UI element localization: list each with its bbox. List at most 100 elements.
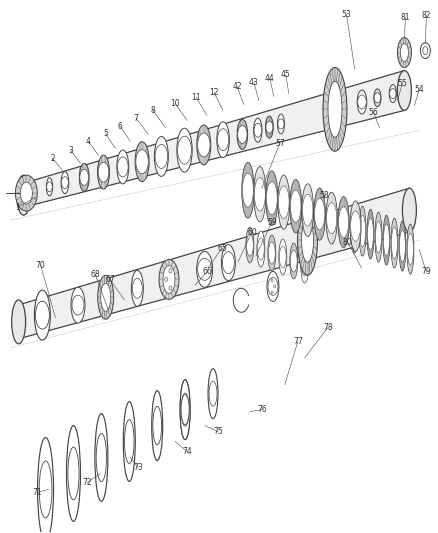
Ellipse shape bbox=[390, 88, 396, 99]
Ellipse shape bbox=[67, 425, 81, 521]
Ellipse shape bbox=[420, 43, 430, 59]
Ellipse shape bbox=[267, 271, 279, 301]
Ellipse shape bbox=[389, 85, 396, 102]
Text: 75: 75 bbox=[213, 427, 223, 436]
Ellipse shape bbox=[197, 125, 211, 165]
Ellipse shape bbox=[169, 269, 172, 273]
Ellipse shape bbox=[153, 406, 162, 445]
Ellipse shape bbox=[35, 301, 49, 329]
Ellipse shape bbox=[323, 67, 347, 151]
Text: 43: 43 bbox=[249, 78, 259, 87]
Ellipse shape bbox=[61, 172, 69, 193]
Text: 7: 7 bbox=[134, 114, 139, 123]
Ellipse shape bbox=[12, 300, 25, 344]
Text: 65: 65 bbox=[217, 244, 227, 253]
Text: 79: 79 bbox=[421, 268, 431, 277]
Text: 80: 80 bbox=[343, 238, 353, 247]
Ellipse shape bbox=[180, 379, 190, 440]
Ellipse shape bbox=[352, 212, 357, 244]
Ellipse shape bbox=[290, 190, 301, 222]
Text: 10: 10 bbox=[170, 99, 180, 108]
Ellipse shape bbox=[384, 224, 389, 256]
Text: 8: 8 bbox=[151, 106, 155, 115]
Ellipse shape bbox=[314, 188, 325, 240]
Ellipse shape bbox=[397, 70, 411, 110]
Ellipse shape bbox=[71, 287, 85, 323]
Ellipse shape bbox=[403, 188, 417, 232]
Polygon shape bbox=[24, 70, 404, 207]
Ellipse shape bbox=[266, 182, 277, 215]
Ellipse shape bbox=[350, 211, 360, 241]
Ellipse shape bbox=[98, 276, 114, 319]
Ellipse shape bbox=[278, 119, 284, 129]
Ellipse shape bbox=[374, 89, 381, 107]
Ellipse shape bbox=[392, 227, 397, 259]
Ellipse shape bbox=[290, 243, 298, 279]
Ellipse shape bbox=[98, 162, 109, 182]
Text: 5: 5 bbox=[103, 129, 108, 138]
Ellipse shape bbox=[165, 277, 168, 281]
Ellipse shape bbox=[124, 402, 135, 481]
Text: 42: 42 bbox=[232, 82, 242, 91]
Ellipse shape bbox=[274, 285, 276, 288]
Ellipse shape bbox=[254, 123, 261, 137]
Ellipse shape bbox=[358, 95, 366, 109]
Text: 44: 44 bbox=[265, 74, 275, 83]
Ellipse shape bbox=[328, 82, 342, 137]
Ellipse shape bbox=[132, 278, 142, 298]
Text: 68: 68 bbox=[91, 270, 100, 279]
Text: 71: 71 bbox=[33, 488, 42, 497]
Ellipse shape bbox=[21, 182, 32, 204]
Ellipse shape bbox=[223, 252, 234, 273]
Ellipse shape bbox=[242, 173, 254, 207]
Ellipse shape bbox=[391, 218, 398, 268]
Ellipse shape bbox=[95, 414, 108, 502]
Text: 59: 59 bbox=[267, 217, 277, 227]
Ellipse shape bbox=[169, 286, 172, 290]
Ellipse shape bbox=[257, 231, 265, 267]
Ellipse shape bbox=[357, 90, 367, 114]
Ellipse shape bbox=[15, 175, 37, 211]
Ellipse shape bbox=[155, 144, 168, 168]
Text: 54: 54 bbox=[414, 85, 424, 94]
Ellipse shape bbox=[302, 184, 314, 237]
Ellipse shape bbox=[247, 234, 253, 256]
Ellipse shape bbox=[367, 218, 374, 250]
Text: 81: 81 bbox=[401, 13, 410, 22]
Text: 53: 53 bbox=[342, 10, 351, 19]
Ellipse shape bbox=[314, 198, 325, 230]
Ellipse shape bbox=[266, 121, 273, 133]
Ellipse shape bbox=[271, 279, 273, 282]
Ellipse shape bbox=[279, 246, 286, 268]
Text: 72: 72 bbox=[83, 478, 92, 487]
Ellipse shape bbox=[303, 194, 313, 226]
Ellipse shape bbox=[407, 224, 414, 274]
Text: 45: 45 bbox=[281, 70, 291, 79]
Text: 4: 4 bbox=[86, 137, 91, 146]
Text: 78: 78 bbox=[323, 324, 332, 333]
Ellipse shape bbox=[279, 186, 289, 219]
Text: 1: 1 bbox=[15, 203, 20, 212]
Ellipse shape bbox=[80, 169, 88, 185]
Ellipse shape bbox=[360, 215, 365, 247]
Ellipse shape bbox=[271, 291, 273, 294]
Ellipse shape bbox=[152, 391, 162, 461]
Ellipse shape bbox=[254, 177, 265, 211]
Ellipse shape bbox=[301, 247, 309, 283]
Text: 57: 57 bbox=[275, 139, 285, 148]
Ellipse shape bbox=[96, 433, 106, 482]
Text: 76: 76 bbox=[257, 405, 267, 414]
Ellipse shape bbox=[101, 284, 111, 311]
Ellipse shape bbox=[400, 44, 408, 61]
Ellipse shape bbox=[163, 265, 175, 293]
Ellipse shape bbox=[407, 233, 413, 265]
Ellipse shape bbox=[117, 150, 129, 184]
Ellipse shape bbox=[117, 157, 128, 177]
Text: 70: 70 bbox=[35, 261, 46, 270]
Ellipse shape bbox=[209, 381, 217, 406]
Ellipse shape bbox=[383, 215, 390, 265]
Ellipse shape bbox=[79, 164, 89, 191]
Ellipse shape bbox=[278, 175, 290, 229]
Ellipse shape bbox=[290, 180, 302, 233]
Ellipse shape bbox=[197, 252, 212, 287]
